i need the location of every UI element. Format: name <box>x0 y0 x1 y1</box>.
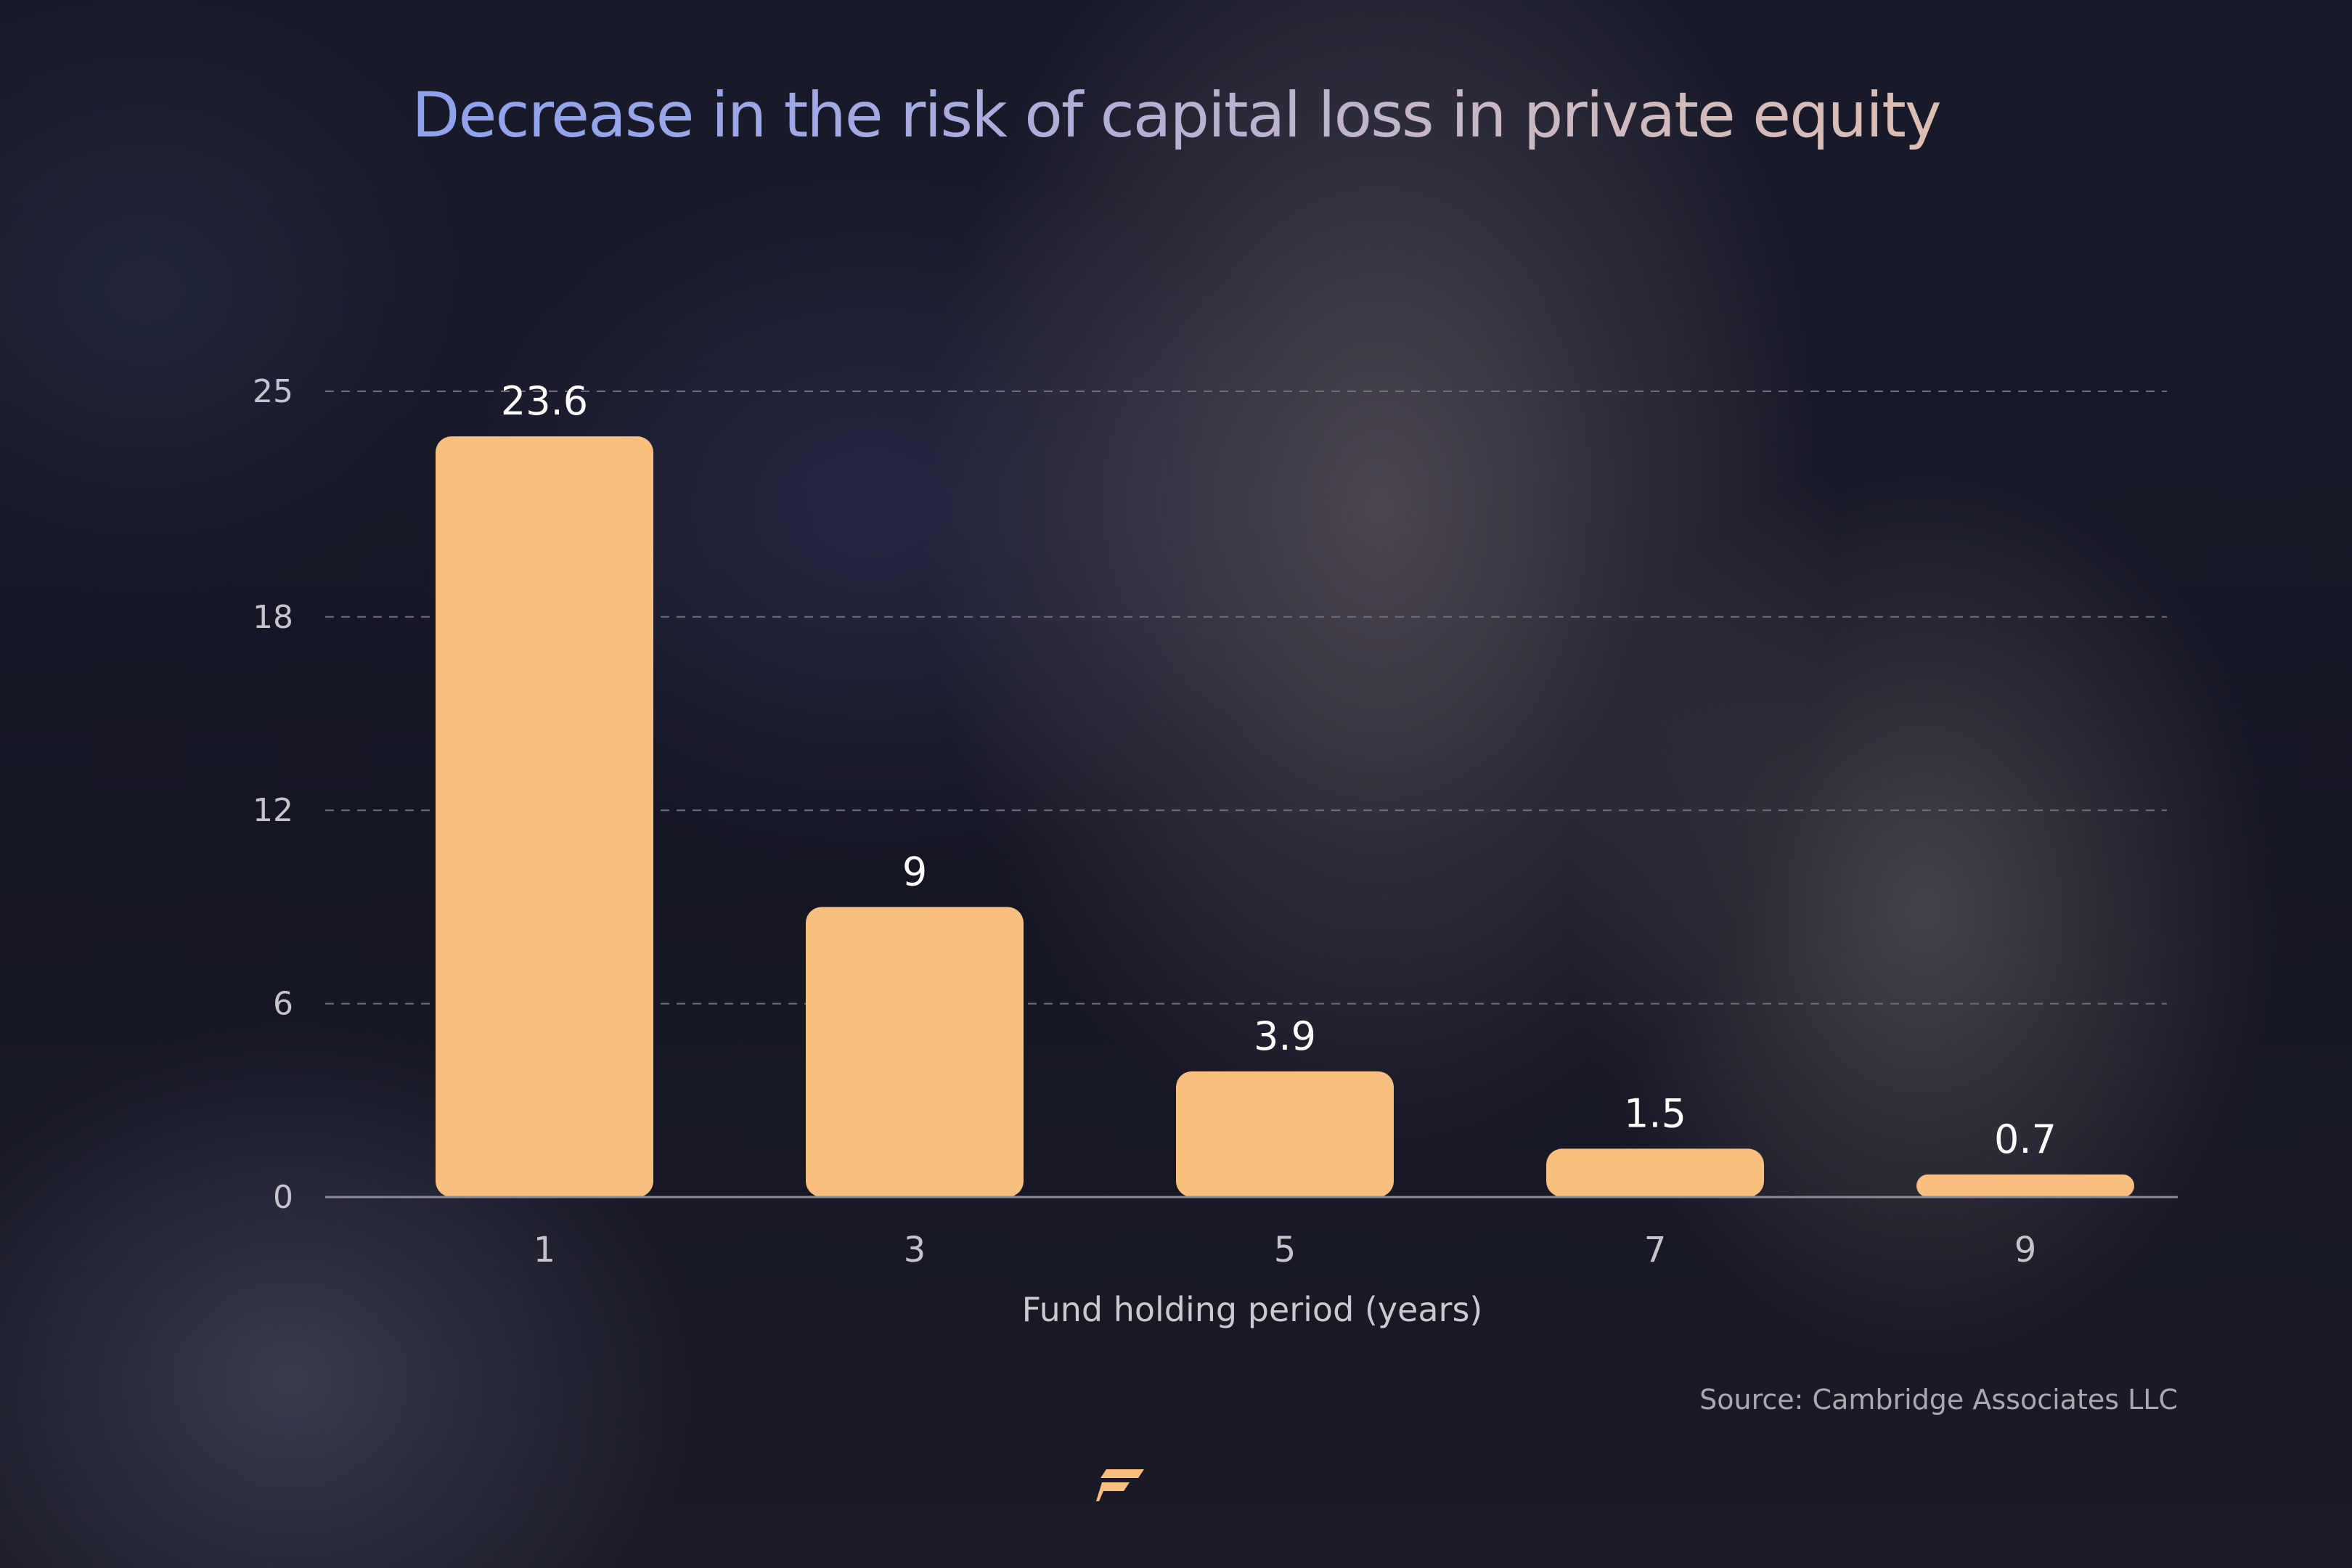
data-labels: 23.6 9 3.9 1.5 0.7 <box>501 378 2057 1162</box>
data-label: 23.6 <box>501 378 588 424</box>
y-tick-label: 18 <box>253 599 293 636</box>
x-axis-label: Fund holding period (years) <box>1021 1290 1483 1329</box>
y-tick-label: 12 <box>253 792 293 829</box>
bar <box>806 907 1024 1197</box>
data-label: 3.9 <box>1254 1013 1316 1059</box>
bar <box>1176 1071 1394 1197</box>
bar <box>1546 1148 1764 1197</box>
data-label: 0.7 <box>1994 1116 2057 1162</box>
x-tick-label: 5 <box>1274 1230 1297 1270</box>
x-tick-label: 3 <box>904 1230 926 1270</box>
data-label: 9 <box>902 849 927 894</box>
x-tick-label: 1 <box>534 1230 556 1270</box>
x-axis-ticks: 1 3 5 7 9 <box>534 1230 2037 1270</box>
data-label: 1.5 <box>1624 1090 1686 1136</box>
x-tick-label: 7 <box>1644 1230 1667 1270</box>
y-tick-label: 25 <box>253 373 293 410</box>
bar <box>1916 1174 2134 1197</box>
x-tick-label: 9 <box>2014 1230 2037 1270</box>
chart-title: Decrease in the risk of capital loss in … <box>0 78 2352 153</box>
brand-logo-icon <box>1096 1469 1144 1501</box>
source-note: Source: Cambridge Associates LLC <box>1699 1384 2178 1416</box>
bar <box>436 436 653 1198</box>
bars <box>436 436 2134 1198</box>
y-tick-label: 6 <box>273 986 293 1023</box>
y-axis-ticks: 0 6 12 18 25 <box>253 373 293 1216</box>
y-tick-label: 0 <box>273 1179 293 1216</box>
